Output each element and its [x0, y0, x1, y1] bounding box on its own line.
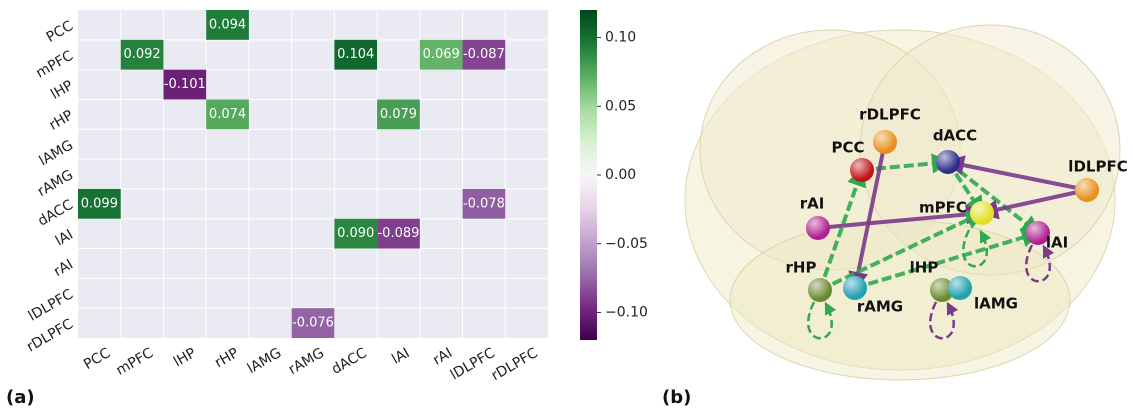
node-label: lAI	[1046, 234, 1068, 252]
node-shine	[948, 276, 972, 300]
cell-label: 0.090	[337, 226, 374, 241]
x-tick-label: PCC	[81, 345, 113, 373]
y-tick-label: rAI	[51, 257, 76, 281]
panel-label: (a)	[6, 387, 35, 408]
cell-label: 0.099	[81, 196, 118, 211]
y-tick-label: rHP	[47, 107, 76, 133]
cell-label: 0.104	[337, 47, 374, 62]
cell-label: 0.092	[123, 47, 160, 62]
brain-outline	[685, 25, 1120, 380]
x-tick-label: mPFC	[114, 345, 157, 379]
node-shine	[936, 150, 960, 174]
cell-label: -0.078	[463, 196, 505, 211]
node-label: rAMG	[857, 298, 903, 316]
y-tick-label: mPFC	[33, 48, 76, 82]
cell-label: -0.101	[164, 77, 206, 92]
node-label: rHP	[786, 259, 817, 277]
x-tick-label: rHP	[212, 345, 241, 371]
node-label: lDLPFC	[1068, 158, 1127, 176]
x-tick-label: rAMG	[286, 345, 327, 378]
node-shine	[808, 278, 832, 302]
y-tick-label: lAI	[53, 227, 76, 250]
colorbar	[580, 10, 597, 340]
colorbar-tick-label: −0.10	[605, 305, 648, 321]
node-shine	[806, 216, 830, 240]
colorbar-tick-label: −0.05	[605, 236, 648, 252]
node-shine	[970, 201, 994, 225]
y-tick-label: lAMG	[36, 137, 76, 169]
colorbar-tick-label: 0.00	[605, 167, 636, 183]
x-tick-label: dACC	[329, 345, 370, 378]
node-shine	[843, 276, 867, 300]
y-tick-label: dACC	[35, 197, 76, 230]
node-label: PCC	[831, 139, 864, 157]
colorbar-tick-label: 0.10	[605, 30, 636, 46]
cell-label: -0.076	[292, 316, 334, 331]
cell-label: -0.089	[377, 226, 419, 241]
x-tick-label: lDLPFC	[448, 345, 498, 383]
x-tick-label: lAI	[389, 345, 412, 368]
node-label: rAI	[800, 195, 825, 213]
node-label: rDLPFC	[859, 106, 921, 124]
node-shine	[1075, 178, 1099, 202]
x-tick-label: lHP	[171, 345, 199, 370]
cell-label: 0.079	[380, 107, 417, 122]
y-tick-label: rAMG	[35, 167, 76, 200]
x-tick-label: rAI	[430, 345, 455, 369]
cell-label: 0.074	[209, 107, 246, 122]
cell-label: -0.087	[463, 47, 505, 62]
node-shine	[873, 130, 897, 154]
node-label: mPFC	[919, 199, 967, 217]
node-label: lHP	[910, 259, 939, 277]
figure: 0.094 0.092 0.104 0.069-0.087 -0.1010.074 0.0…	[0, 0, 1133, 414]
colorbar-tick-label: 0.05	[605, 98, 636, 114]
node-label: lAMG	[974, 295, 1018, 313]
panel-label: (b)	[662, 387, 691, 408]
x-tick-label: rDLPFC	[489, 345, 541, 384]
cell-label: 0.069	[423, 47, 460, 62]
node-shine	[850, 158, 874, 182]
x-tick-label: lAMG	[245, 345, 285, 377]
y-tick-label: PCC	[44, 18, 76, 46]
y-tick-label: lHP	[48, 78, 76, 103]
node-label: dACC	[933, 127, 977, 145]
cell-label: 0.094	[209, 17, 246, 32]
